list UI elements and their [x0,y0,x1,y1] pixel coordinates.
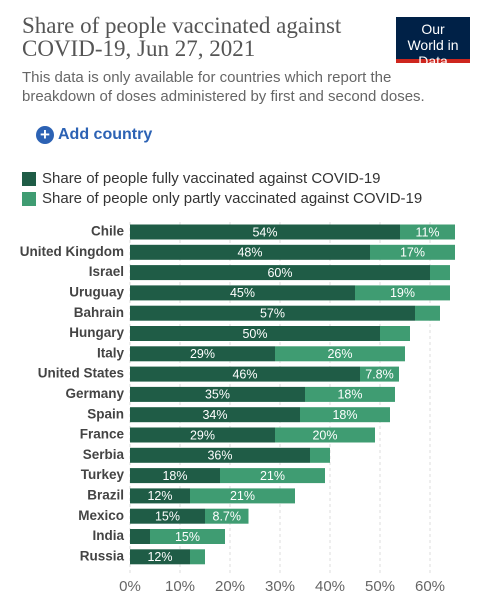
value-label: 35% [205,388,230,402]
bar-segment [355,285,450,301]
x-tick-label: 0% [119,578,141,595]
bar-segment [130,447,310,463]
value-label: 29% [190,428,215,442]
value-label: 21% [230,489,255,503]
value-label: 18% [332,408,357,422]
y-tick-label: United States [38,366,124,381]
bar-segment [190,488,295,504]
bar-segment [380,326,410,341]
y-tick-label: Italy [97,345,125,360]
bar-segment [415,305,440,321]
bar-segment [130,265,430,281]
x-tick-label: 50% [365,578,395,595]
legend-label: Share of people only partly vaccinated a… [42,190,422,207]
value-label: 36% [207,449,232,463]
x-tick-label: 60% [415,578,445,595]
bar-segment [130,285,355,301]
x-tick-label: 40% [315,578,345,595]
value-label: 8.7% [213,509,242,523]
bar-segment [310,447,330,463]
value-label: 57% [260,306,285,320]
bar-segment [370,244,455,260]
x-tick-label: 20% [215,578,245,595]
bar-segment [220,468,325,484]
value-label: 11% [415,225,439,239]
y-tick-label: Bahrain [74,305,124,320]
value-label: 18% [337,388,362,402]
add-country-button[interactable]: + Add country [36,126,152,144]
y-tick-label: Brazil [87,487,124,502]
value-label: 48% [237,246,262,260]
legend-swatch [22,192,36,206]
y-tick-label: Hungary [69,325,124,340]
value-label: 15% [175,530,200,544]
bar-segment [275,346,405,362]
value-label: 12% [147,489,172,503]
value-label: 60% [267,266,292,280]
value-label: 46% [232,367,257,381]
bar-segment [130,549,190,565]
y-tick-label: Spain [87,406,124,421]
y-tick-label: France [80,427,125,442]
bar-segment [130,305,415,321]
bar-segment [150,529,225,544]
y-tick-label: Chile [91,224,124,239]
value-label: 17% [400,246,425,260]
bar-segment [130,386,305,402]
logo-text: Our World in Data [407,21,459,69]
x-tick-label: 10% [165,578,195,595]
y-tick-label: Serbia [83,447,125,462]
bar-segment [430,265,450,281]
bar-segment [130,366,360,382]
value-label: 18% [162,469,187,483]
legend-label: Share of people fully vaccinated against… [42,170,381,187]
bar-segment [300,407,390,423]
bar-segment [130,326,380,341]
chart-title: Share of people vaccinated against COVID… [22,13,342,61]
value-label: 20% [312,428,337,442]
value-label: 50% [242,327,267,341]
chart-subtitle: This data is only available for countrie… [22,69,425,105]
y-tick-label: Israel [89,264,124,279]
bar-segment [275,427,375,443]
plus-icon: + [36,126,54,144]
bar-segment [400,224,455,240]
legend-swatch [22,172,36,186]
value-label: 54% [252,225,277,239]
value-label: 26% [327,347,352,361]
y-tick-label: Mexico [78,508,124,523]
bar-segment [190,549,205,565]
value-label: 7.8% [365,367,394,381]
value-label: 45% [230,286,255,300]
y-tick-label: India [92,528,124,543]
bar-segment [130,427,275,443]
y-tick-label: Germany [65,386,124,401]
y-tick-label: Uruguay [69,284,124,299]
value-label: 12% [147,550,172,564]
bar-segment [205,508,249,524]
bar-segment [130,224,400,240]
bar-segment [130,244,370,260]
bar-segment [360,366,399,382]
value-label: 15% [155,509,180,523]
logo[interactable]: Our World in Data [396,17,470,69]
bar-segment [130,468,220,484]
y-tick-label: United Kingdom [20,244,124,259]
bar-segment [130,488,190,504]
value-label: 19% [390,286,415,300]
value-label: 34% [202,408,227,422]
add-country-label: Add country [58,126,153,143]
bar-segment [305,386,395,402]
bar-segment [130,346,275,362]
bar-segment [130,529,150,544]
y-tick-label: Turkey [81,467,125,482]
value-label: 29% [190,347,215,361]
value-label: 21% [260,469,285,483]
bar-segment [130,407,300,423]
x-tick-label: 30% [265,578,295,595]
bar-segment [130,508,205,524]
y-tick-label: Russia [80,548,125,563]
